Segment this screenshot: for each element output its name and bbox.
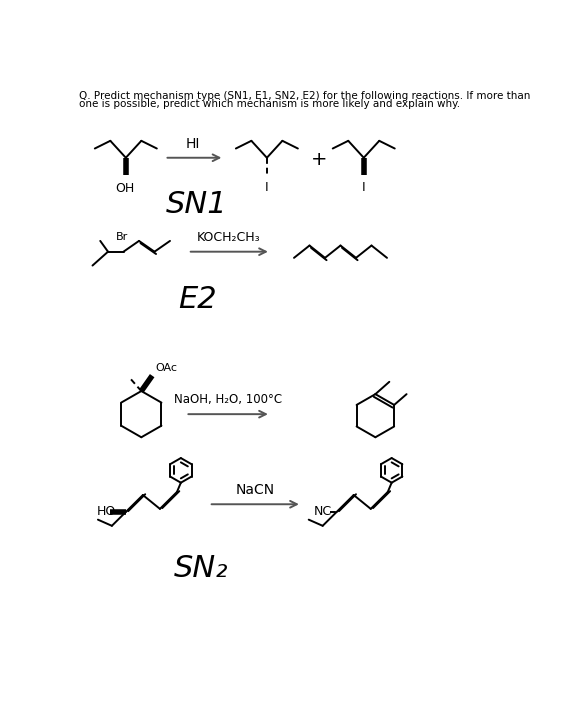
Text: NC: NC — [314, 505, 332, 518]
Text: SN1: SN1 — [166, 190, 228, 219]
Text: one is possible, predict which mechanism is more likely and explain why.: one is possible, predict which mechanism… — [80, 99, 460, 109]
Text: NaOH, H₂O, 100°C: NaOH, H₂O, 100°C — [174, 393, 282, 407]
Text: Q. Predict mechanism type (SN1, E1, SN2, E2) for the following reactions. If mor: Q. Predict mechanism type (SN1, E1, SN2,… — [80, 91, 531, 101]
Text: E2: E2 — [178, 285, 216, 314]
Text: HI: HI — [186, 137, 201, 151]
Text: SN₂: SN₂ — [174, 554, 228, 583]
Text: NaCN: NaCN — [236, 482, 275, 496]
Text: KOCH₂CH₃: KOCH₂CH₃ — [197, 231, 260, 244]
Text: Br: Br — [116, 233, 128, 243]
Text: +: + — [311, 149, 328, 168]
Text: I: I — [265, 181, 269, 194]
Text: OH: OH — [115, 183, 135, 195]
Text: HO: HO — [97, 505, 116, 518]
Text: I: I — [362, 181, 366, 194]
Text: OAc: OAc — [155, 362, 177, 372]
